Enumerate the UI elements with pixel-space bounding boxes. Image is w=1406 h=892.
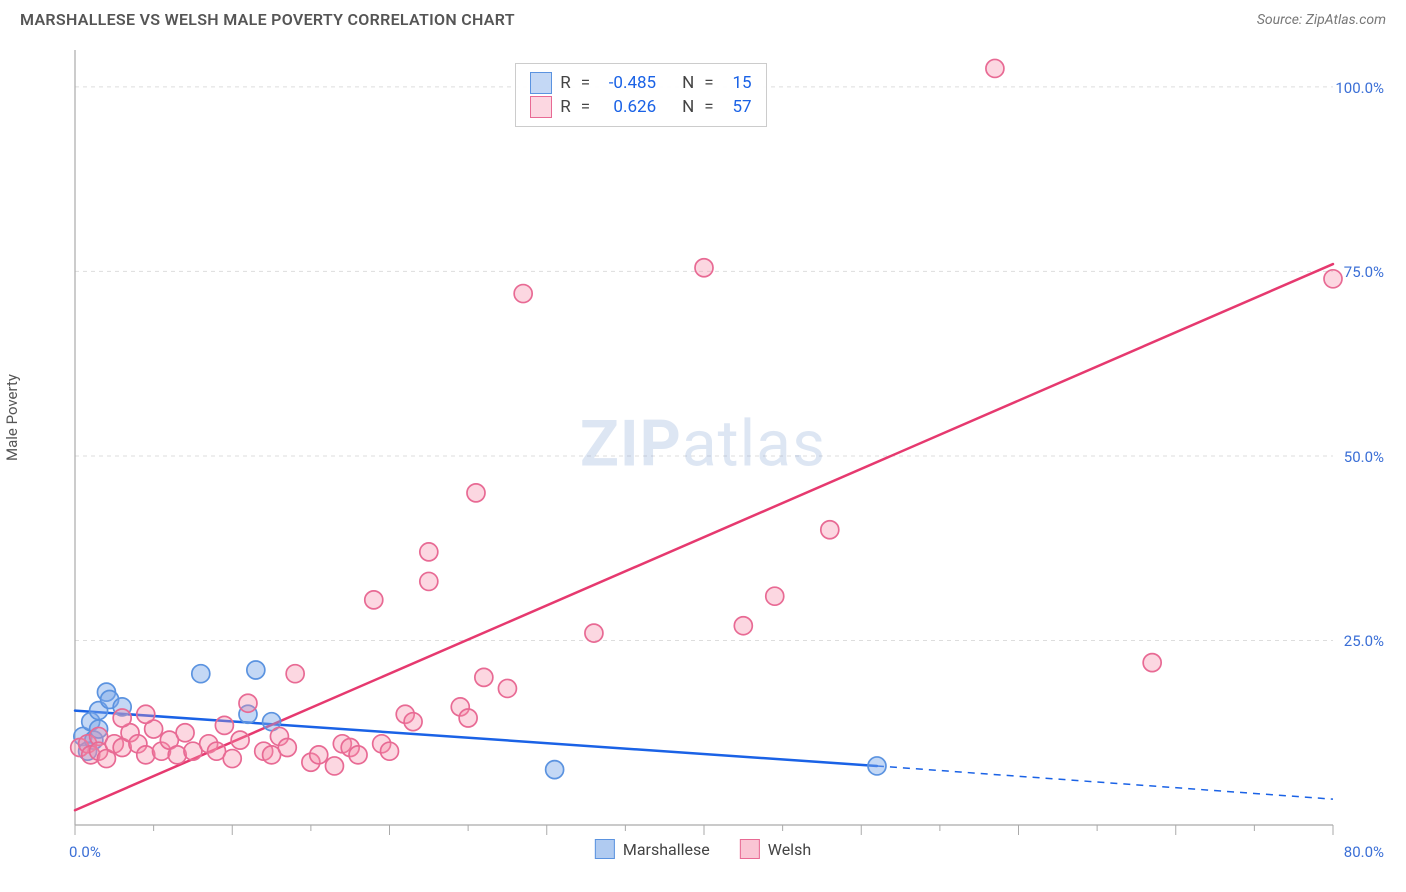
series-legend: Marshallese Welsh	[595, 839, 811, 859]
y-tick-label: 100.0%	[1335, 79, 1384, 97]
y-tick-label: 75.0%	[1344, 263, 1384, 281]
legend-r-label: R	[560, 97, 570, 117]
y-tick-label: 25.0%	[1344, 632, 1384, 650]
correlation-legend: R=-0.485N=15R=0.626N=57	[515, 63, 766, 127]
y-axis-label: Male Poverty	[3, 374, 21, 461]
legend-label: Marshallese	[623, 840, 710, 859]
legend-label: Welsh	[768, 840, 811, 859]
legend-r-value: 0.626	[600, 97, 656, 117]
chart-svg	[20, 40, 1393, 880]
x-tick-label: 0.0%	[69, 843, 101, 861]
legend-r-label: R	[560, 73, 570, 93]
legend-n-value: 57	[724, 97, 752, 117]
legend-n-value: 15	[724, 73, 752, 93]
legend-row: R=-0.485N=15	[530, 72, 751, 94]
x-tick-label: 80.0%	[1344, 843, 1384, 861]
legend-item: Welsh	[740, 839, 811, 859]
legend-r-value: -0.485	[600, 73, 656, 93]
chart-container: Male Poverty ZIPatlas R=-0.485N=15R=0.62…	[20, 40, 1386, 882]
chart-header: MARSHALLESE VS WELSH MALE POVERTY CORREL…	[0, 0, 1406, 35]
legend-swatch	[740, 839, 760, 859]
legend-row: R=0.626N=57	[530, 96, 751, 118]
legend-item: Marshallese	[595, 839, 710, 859]
y-tick-label: 50.0%	[1344, 448, 1384, 466]
legend-swatch	[595, 839, 615, 859]
legend-swatch	[530, 96, 552, 118]
legend-n-label: N	[682, 97, 694, 117]
source-label: Source: ZipAtlas.com	[1257, 12, 1386, 28]
legend-n-label: N	[682, 73, 694, 93]
chart-title: MARSHALLESE VS WELSH MALE POVERTY CORREL…	[20, 10, 515, 29]
legend-swatch	[530, 72, 552, 94]
